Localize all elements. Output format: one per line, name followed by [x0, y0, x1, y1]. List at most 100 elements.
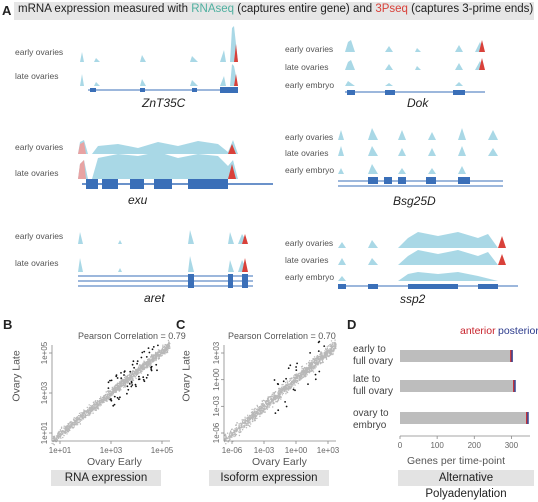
outlier-point: [285, 405, 288, 408]
scatter-point: [72, 421, 74, 424]
scatter-point: [308, 367, 310, 370]
scatter-point: [241, 421, 244, 423]
scatter-point: [83, 415, 85, 417]
scatter-point: [322, 361, 324, 364]
bar: [400, 380, 516, 392]
scatter-point: [132, 373, 134, 375]
scatter-point: [129, 374, 131, 376]
outlier-point: [133, 366, 135, 369]
outlier-point: [116, 396, 119, 399]
scatter-point: [137, 368, 139, 370]
scatter-point: [111, 388, 113, 390]
scatter-point: [149, 366, 151, 368]
scatter-point: [88, 404, 90, 406]
scatter-point: [269, 401, 271, 403]
scatter-point: [159, 352, 162, 354]
scatter-point: [294, 384, 296, 386]
scatter-point: [135, 373, 138, 375]
scatter-point: [277, 398, 279, 400]
scatter-point: [70, 420, 72, 423]
outlier-point: [285, 377, 287, 380]
scatter-point: [118, 383, 121, 385]
bar-label-early: early to full ovary: [353, 344, 403, 368]
scatter-point: [94, 400, 97, 402]
scatter-point: [73, 426, 75, 428]
scatter-point: [150, 363, 152, 365]
scatter-point: [99, 405, 101, 407]
scatter-point: [263, 407, 266, 409]
y-tick-label: 1e+05: [40, 341, 49, 364]
scatter-point: [152, 355, 155, 357]
scatter-point: [312, 371, 315, 373]
scatter-point: [113, 386, 116, 388]
outlier-point: [126, 392, 128, 395]
scatter-point: [263, 411, 265, 413]
scatter-point: [280, 396, 282, 398]
scatter-point: [91, 408, 93, 411]
scatter-point: [238, 429, 241, 431]
scatter-point: [90, 404, 92, 407]
scatter-point: [124, 379, 126, 381]
scatter-point: [105, 391, 107, 393]
outlier-point: [128, 383, 131, 385]
scatter-point: [241, 429, 244, 431]
scatter-point: [119, 382, 121, 384]
outlier-point: [126, 385, 129, 388]
panel-c-annotation: Pearson Correlation = 0.70: [228, 331, 336, 341]
scatter-point: [161, 353, 164, 355]
scatter-point: [148, 358, 151, 360]
scatter-point: [306, 369, 308, 371]
scatter-point: [57, 431, 60, 433]
scatter-point: [262, 399, 265, 402]
scatter-point: [164, 348, 166, 350]
scatter-point: [283, 386, 286, 388]
x-tick-label: 1e+05: [151, 446, 174, 455]
gene-name-dok: Dok: [407, 96, 429, 110]
scatter-point: [151, 354, 153, 357]
x-tick-label: 200: [468, 441, 482, 450]
scatter-point: [250, 417, 253, 419]
scatter-point: [135, 377, 137, 380]
scatter-point: [305, 363, 308, 365]
scatter-point: [123, 386, 125, 388]
outlier-point: [155, 363, 158, 366]
header-bar: [14, 2, 534, 20]
scatter-point: [330, 343, 332, 345]
scatter-point: [275, 398, 278, 400]
scatter-point: [334, 341, 336, 344]
scatter-point: [331, 346, 333, 348]
scatter-point: [120, 386, 122, 388]
scatter-point: [281, 389, 284, 392]
scatter-point: [298, 376, 301, 379]
scatter-point: [255, 415, 258, 417]
panel-letter-a: A: [2, 3, 12, 18]
scatter-point: [137, 369, 139, 372]
scatter-point: [306, 374, 308, 376]
scatter-point: [101, 401, 103, 403]
scatter-point: [150, 362, 152, 364]
scatter-point: [310, 369, 313, 371]
scatter-point: [139, 367, 141, 370]
scatter-point: [105, 400, 108, 402]
scatter-point: [251, 414, 254, 416]
scatter-point: [150, 355, 152, 358]
scatter-point: [132, 375, 134, 378]
scatter-point: [282, 386, 284, 388]
scatter-point: [64, 432, 66, 435]
outlier-point: [135, 385, 137, 388]
scatter-point: [256, 412, 258, 415]
scatter-point: [80, 415, 82, 417]
scatter-point: [321, 362, 323, 364]
scatter-point: [150, 357, 152, 359]
scatter-point: [295, 377, 298, 380]
scatter-point: [123, 383, 125, 385]
scatter-point: [260, 403, 263, 405]
scatter-point: [242, 427, 244, 429]
scatter-point: [274, 396, 276, 399]
scatter-point: [78, 412, 81, 415]
scatter-point: [154, 353, 156, 356]
scatter-point: [165, 344, 167, 346]
scatter-point: [60, 427, 63, 429]
scatter-point: [169, 347, 171, 350]
scatter-point: [70, 423, 72, 425]
